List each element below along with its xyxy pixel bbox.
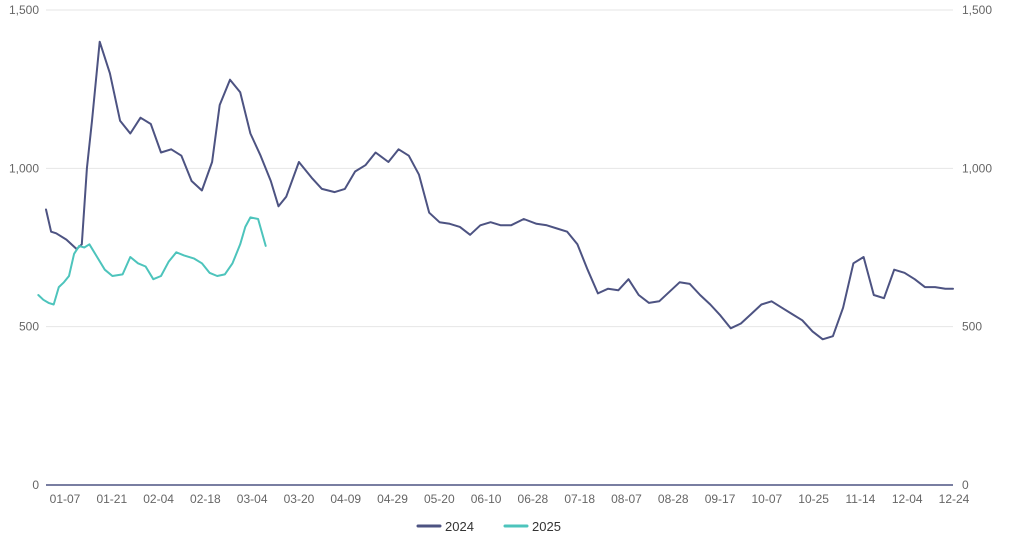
y-tick-label-right: 1,500: [962, 3, 992, 17]
grid-lines: [46, 9, 953, 328]
x-tick-label: 02-18: [190, 492, 221, 506]
x-tick-label: 05-20: [424, 492, 455, 506]
y-tick-label-right: 1,000: [962, 161, 992, 175]
series-lines: [37, 40, 954, 341]
legend-label: 2024: [445, 519, 474, 534]
x-tick-label: 08-07: [611, 492, 642, 506]
x-axis: 01-07 01-21 02-04 02-18 03-04 03-20 04-09 04-29…: [50, 492, 970, 506]
x-tick-label: 04-29: [377, 492, 408, 506]
x-tick-label: 08-28: [658, 492, 689, 506]
y-axis-left: 0 500 1,000 1,500: [9, 3, 39, 492]
x-tick-label: 03-20: [284, 492, 315, 506]
x-tick-label: 12-24: [939, 492, 970, 506]
x-tick-label: 02-04: [143, 492, 174, 506]
y-tick-label-right: 0: [962, 478, 969, 492]
x-tick-label: 07-18: [564, 492, 595, 506]
x-tick-label: 11-14: [846, 492, 876, 506]
x-tick-label: 01-07: [50, 492, 81, 506]
y-axis-right: 0 500 1,000 1,500: [962, 3, 992, 492]
x-tick-label: 10-07: [751, 492, 782, 506]
y-tick-label-left: 500: [19, 320, 39, 334]
legend-item-2025[interactable]: 2025: [503, 519, 561, 534]
y-tick-label-left: 0: [32, 478, 39, 492]
x-tick-label: 06-28: [518, 492, 549, 506]
legend[interactable]: 2024 2025: [416, 519, 561, 534]
series-line-2024: [45, 40, 954, 341]
x-tick-label: 06-10: [471, 492, 502, 506]
y-tick-label-left: 1,500: [9, 3, 39, 17]
x-tick-label: 09-17: [705, 492, 736, 506]
legend-item-2024[interactable]: 2024: [416, 519, 474, 534]
y-tick-label-right: 500: [962, 320, 982, 334]
x-tick-label: 01-21: [96, 492, 127, 506]
legend-label: 2025: [532, 519, 561, 534]
x-tick-label: 04-09: [330, 492, 361, 506]
series-line-2025: [37, 216, 267, 306]
x-tick-label: 10-25: [798, 492, 829, 506]
x-tick-label: 12-04: [892, 492, 923, 506]
y-tick-label-left: 1,000: [9, 161, 39, 175]
x-tick-label: 03-04: [237, 492, 268, 506]
